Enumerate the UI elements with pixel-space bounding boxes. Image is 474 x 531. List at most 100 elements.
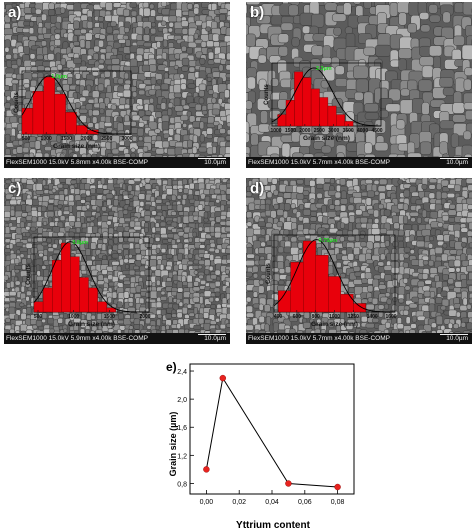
y-tick-label: 2,0: [177, 397, 187, 404]
histogram-tick-label: 2000: [81, 136, 92, 142]
sem-image-a: [4, 2, 230, 168]
histogram-tick-label: 4500: [371, 128, 382, 134]
histogram-bar: [79, 277, 89, 313]
data-point: [285, 480, 292, 487]
histogram-bar: [61, 242, 71, 313]
histogram-tick-label: 1600: [385, 314, 396, 320]
panel-label-b: b): [250, 4, 265, 21]
histogram-bar: [97, 301, 107, 313]
x-tick-label: 0,08: [331, 499, 345, 506]
histogram-b: 2.3µm 1000 1500 2000 2500 3000 3500 4000 4500 Gra…: [264, 62, 383, 142]
histogram-bar: [87, 129, 99, 135]
histogram-bar: [54, 93, 66, 135]
histogram-bar: [344, 121, 354, 127]
x-tick-label: 0,02: [232, 499, 246, 506]
sem-info-d: FlexSEM1000 15.0kV 5.7mm x4.00k BSE-COMP: [248, 335, 390, 342]
panel-label-e: e): [166, 360, 177, 374]
histogram-bar: [33, 301, 44, 313]
histogram-tick-label: 2000: [139, 314, 150, 320]
histogram-bar: [302, 77, 312, 127]
sem-info-b: FlexSEM1000 15.0kV 5.7mm x4.00k BSE-COMP: [248, 159, 390, 166]
info-bar-b: FlexSEM1000 15.0kV 5.7mm x4.00k BSE-COMP…: [246, 157, 472, 168]
sem-panel-a: a) 1.0µm 500 1000 1500 2000 2500 3000 Grain siz…: [4, 2, 230, 168]
histogram-tick-label: 1250: [348, 314, 359, 320]
fit-peak-label: 0.8µm: [72, 240, 88, 246]
plot-frame: [189, 363, 355, 495]
scale-label-d: 10.0µm: [446, 335, 468, 342]
panel-label-d: d): [250, 180, 265, 197]
sem-info-a: FlexSEM1000 15.0kV 5.8mm x4.00k BSE-COMP: [6, 159, 148, 166]
histogram-bar: [353, 303, 367, 313]
histogram-bar: [340, 294, 354, 313]
histogram-ylabel: Counts: [266, 263, 272, 284]
panel-label-c: c): [8, 180, 22, 197]
histogram-tick-label: 2500: [314, 128, 325, 134]
data-point: [203, 466, 210, 473]
histogram-bar: [42, 287, 53, 313]
histogram-xlabel: Grain size (nm): [53, 143, 100, 150]
y-tick-label: 1,6: [177, 425, 187, 432]
histogram-bar: [285, 100, 295, 127]
histogram-tick-label: 3000: [328, 128, 339, 134]
histogram-bar: [319, 97, 329, 127]
scale-bar-d: [440, 334, 468, 335]
x-tick-label: 0,00: [200, 499, 214, 506]
grain-size-chart: Grain size (µm) Yttrium content 0,8 1,2 1,…: [168, 363, 355, 530]
histogram-tick-label: 2000: [299, 128, 310, 134]
histogram-tick-label: 1500: [104, 314, 115, 320]
scale-label-a: 10.0µm: [204, 159, 226, 166]
scale-bar-c: [198, 334, 226, 335]
x-axis-label: Yttrium content: [236, 520, 311, 530]
fit-curve: [33, 241, 149, 313]
data-point: [219, 374, 226, 382]
histogram-tick-label: 1000: [41, 136, 52, 142]
x-tick-label: 0,06: [298, 499, 312, 506]
histogram-tick-label: 500: [22, 136, 31, 142]
info-bar-d: FlexSEM1000 15.0kV 5.7mm x4.00k BSE-COMP…: [246, 333, 472, 344]
histogram-xlabel: Grain size (nm): [311, 321, 358, 328]
fit-curve: [21, 75, 131, 135]
histogram-tick-label: 2500: [101, 136, 112, 142]
histogram-d: 0.75µm 400 600 800 1000 1250 1400 1600 Grain siz…: [266, 234, 397, 328]
histogram-xlabel: Grain size (nm): [303, 135, 350, 142]
x-tick-label: 0,04: [265, 499, 279, 506]
histogram-bar: [76, 125, 88, 135]
histogram-ylabel: Counts: [14, 92, 20, 113]
sem-panel-b: b) 2.3µm 1000 1500 2000 2500 3000 3500 4000 4500…: [246, 2, 472, 168]
fit-peak-label: 0.75µm: [319, 238, 338, 244]
histogram-tick-label: 3500: [343, 128, 354, 134]
scale-bar-b: [440, 158, 468, 159]
histogram-a: 1.0µm 500 1000 1500 2000 2500 3000 Grain size (…: [14, 70, 133, 150]
histogram-c: 0.8µm 500 1000 1500 2000 Grain size (nm) Count…: [26, 236, 151, 328]
y-tick-label: 2,4: [177, 369, 187, 376]
sem-image-d: [246, 178, 472, 344]
panel-label-a: a): [8, 4, 22, 21]
histogram-bar: [70, 256, 80, 313]
histogram-tick-label: 600: [293, 314, 302, 320]
scale-label-c: 10.0µm: [204, 335, 226, 342]
histogram-bar: [277, 114, 287, 127]
histogram-bar: [65, 112, 77, 135]
fit-peak-label: 2.3µm: [316, 66, 332, 72]
histogram-bar: [327, 276, 341, 313]
histogram-bar: [106, 307, 116, 313]
sem-panel-c: c) 0.8µm 500 1000 1500 2000 Grain size (nm) Co…: [4, 178, 230, 344]
histogram-bar: [43, 76, 55, 135]
y-tick-label: 1,2: [177, 453, 187, 460]
sem-info-c: FlexSEM1000 15.0kV 5.9mm x4.00k BSE-COMP: [6, 335, 148, 342]
histogram-tick-label: 1000: [270, 128, 281, 134]
histogram-tick-label: 3000: [121, 136, 132, 142]
histogram-tick-label: 4000: [357, 128, 368, 134]
histogram-tick-label: 1500: [61, 136, 72, 142]
histogram-tick-label: 800: [311, 314, 320, 320]
series-line: [205, 376, 338, 488]
histogram-bar: [315, 255, 329, 313]
histogram-bar: [327, 105, 337, 127]
histogram-ylabel: Counts: [26, 264, 32, 285]
histogram-bar: [310, 88, 320, 127]
histogram-tick-label: 1000: [329, 314, 340, 320]
info-bar-c: FlexSEM1000 15.0kV 5.9mm x4.00k BSE-COMP…: [4, 333, 230, 344]
data-point: [334, 483, 341, 491]
histogram-tick-label: 400: [274, 314, 283, 320]
histogram-bar: [336, 114, 345, 127]
